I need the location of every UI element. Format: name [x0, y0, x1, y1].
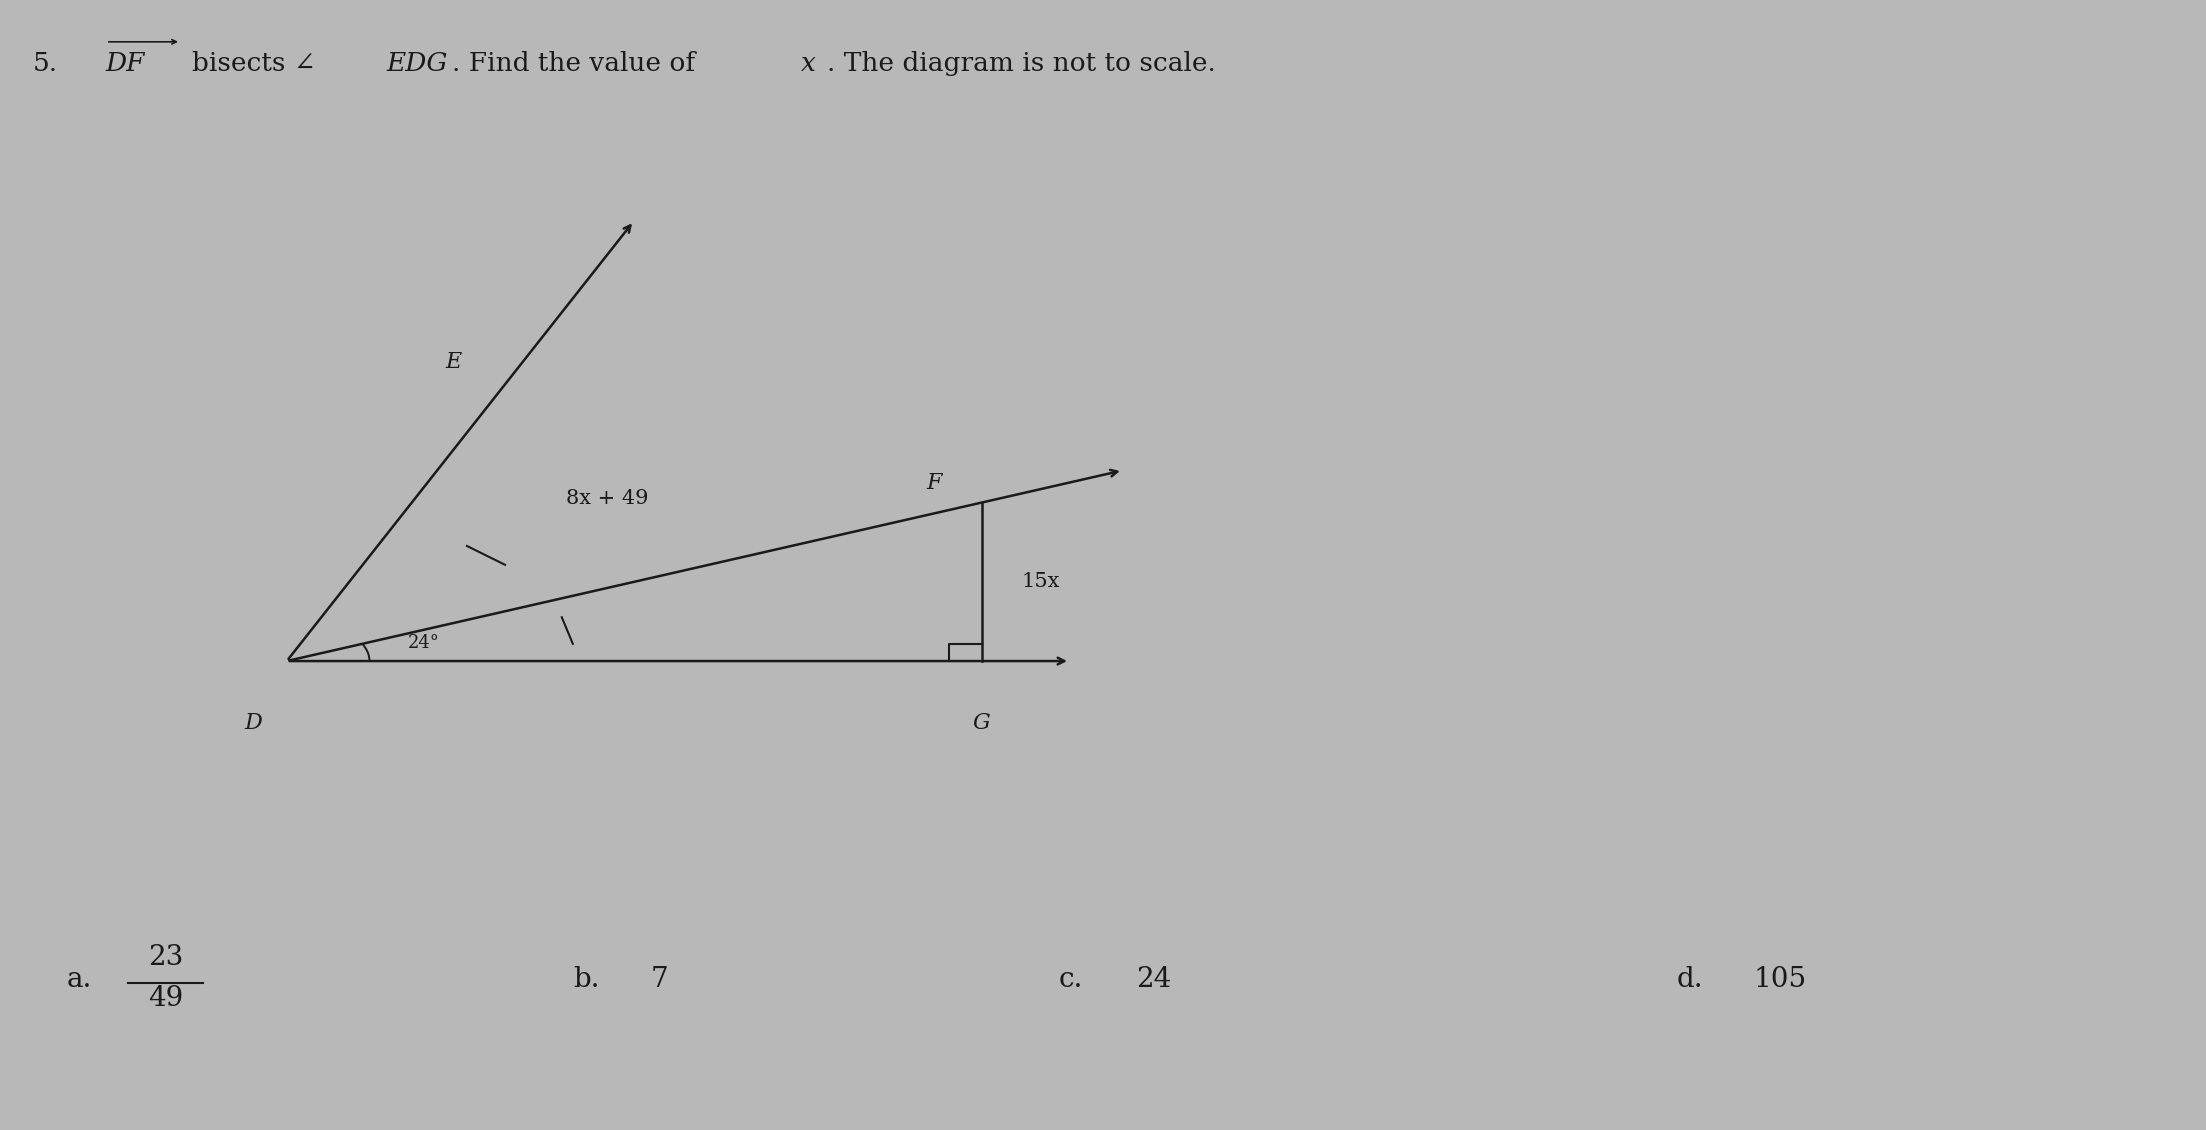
Text: 24: 24 — [1136, 966, 1171, 993]
Text: 24°: 24° — [408, 634, 439, 652]
Text: 23: 23 — [148, 944, 183, 971]
Text: DF: DF — [106, 51, 146, 76]
Text: b.: b. — [574, 966, 600, 993]
Text: c.: c. — [1059, 966, 1083, 993]
Text: 49: 49 — [148, 985, 183, 1012]
Text: bisects ∠: bisects ∠ — [192, 51, 315, 76]
Text: 8x + 49: 8x + 49 — [567, 488, 649, 507]
Text: x: x — [801, 51, 816, 76]
Text: . The diagram is not to scale.: . The diagram is not to scale. — [827, 51, 1216, 76]
Text: 105: 105 — [1754, 966, 1807, 993]
Text: 7: 7 — [651, 966, 668, 993]
Text: a.: a. — [66, 966, 93, 993]
Text: 15x: 15x — [1021, 572, 1059, 591]
Text: F: F — [927, 471, 942, 494]
Text: d.: d. — [1677, 966, 1703, 993]
Text: 5.: 5. — [33, 51, 57, 76]
Text: . Find the value of: . Find the value of — [452, 51, 704, 76]
Text: G: G — [973, 712, 990, 733]
Text: E: E — [446, 350, 461, 373]
Text: D: D — [245, 712, 263, 733]
Text: EDG: EDG — [386, 51, 448, 76]
